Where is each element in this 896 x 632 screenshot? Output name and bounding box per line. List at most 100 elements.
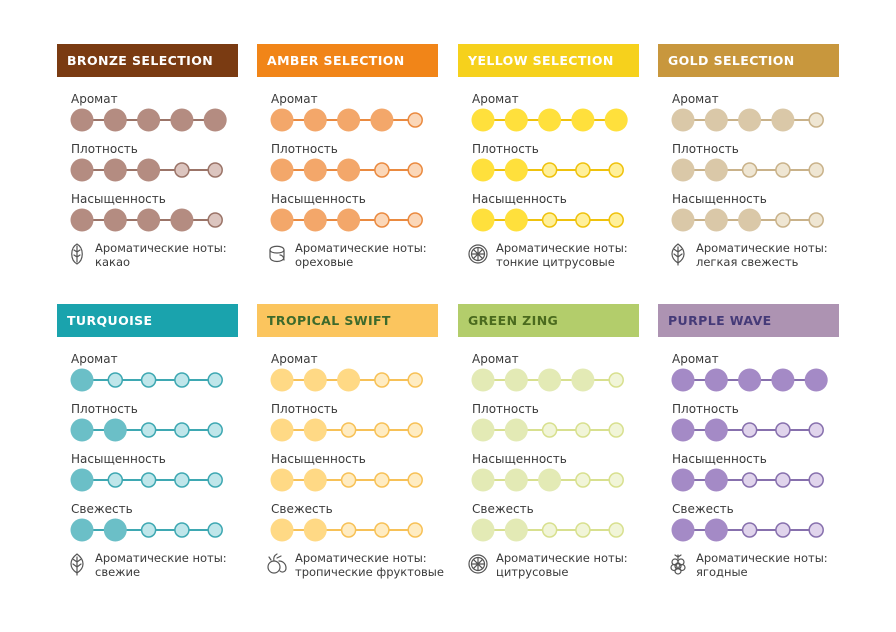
- metric-label: Аромат: [271, 92, 318, 106]
- aroma-notes-text: Ароматические ноты: тонкие цитрусовые: [496, 241, 628, 269]
- aroma-notes-value: ореховые: [295, 254, 354, 269]
- level-dot-filled: [337, 108, 361, 132]
- metric-label: Плотность: [271, 402, 338, 416]
- level-dot-empty: [775, 522, 791, 538]
- level-dot-filled: [538, 108, 562, 132]
- level-scale: [70, 108, 227, 132]
- level-dot-empty: [775, 472, 791, 488]
- level-dot-filled: [303, 108, 327, 132]
- metric-aroma: Аромат: [658, 92, 839, 142]
- metric-label: Свежесть: [672, 502, 734, 516]
- level-dot-empty: [808, 112, 824, 128]
- level-dot-empty: [608, 422, 624, 438]
- level-dot-filled: [170, 108, 194, 132]
- level-dot-empty: [575, 212, 591, 228]
- aroma-notes-label: Ароматические ноты:: [95, 551, 227, 565]
- level-dot-empty: [407, 162, 423, 178]
- level-dot-filled: [571, 368, 595, 392]
- metric-aroma: Аромат: [658, 352, 839, 402]
- level-dot-filled: [471, 418, 495, 442]
- level-dot-filled: [270, 368, 294, 392]
- metric-label: Плотность: [71, 142, 138, 156]
- level-dot-empty: [374, 162, 390, 178]
- card-title: AMBER SELECTION: [257, 44, 438, 77]
- metric-label: Плотность: [71, 402, 138, 416]
- metric-label: Свежесть: [71, 502, 133, 516]
- level-dot-filled: [270, 158, 294, 182]
- level-scale: [671, 518, 824, 542]
- aroma-notes-label: Ароматические ноты:: [295, 551, 427, 565]
- level-dot-empty: [207, 162, 223, 178]
- metric-label: Насыщенность: [271, 452, 366, 466]
- level-dot-filled: [70, 418, 94, 442]
- leaf-icon: [671, 243, 685, 266]
- level-dot-filled: [103, 418, 127, 442]
- metric-intensity: Насыщенность: [57, 192, 238, 242]
- level-dot-filled: [303, 368, 327, 392]
- level-dot-filled: [571, 108, 595, 132]
- aroma-notes-label: Ароматические ноты:: [295, 241, 427, 255]
- level-dot-empty: [174, 162, 190, 178]
- level-dot-empty: [575, 422, 591, 438]
- aroma-notes-text: Ароматические ноты: свежие: [95, 551, 227, 579]
- level-dot-filled: [303, 418, 327, 442]
- level-dot-filled: [704, 158, 728, 182]
- aroma-notes: Ароматические ноты: ягодные: [658, 551, 839, 588]
- level-dot-filled: [270, 418, 294, 442]
- level-dot-filled: [504, 108, 528, 132]
- level-dot-filled: [103, 108, 127, 132]
- metric-aroma: Аромат: [257, 352, 438, 402]
- aroma-notes-value: тропические фруктовые: [295, 564, 444, 579]
- level-dot-filled: [504, 518, 528, 542]
- level-dot-empty: [340, 422, 357, 438]
- level-dot-filled: [704, 468, 728, 492]
- level-dot-empty: [374, 372, 390, 388]
- level-dot-empty: [140, 372, 157, 388]
- level-dot-filled: [471, 108, 495, 132]
- metric-freshness: Свежесть: [57, 502, 238, 552]
- metric-freshness: Свежесть: [658, 502, 839, 552]
- metric-label: Аромат: [472, 352, 519, 366]
- metric-label: Плотность: [472, 402, 539, 416]
- card-title: YELLOW SELECTION: [458, 44, 639, 77]
- level-scale: [671, 368, 828, 392]
- level-dot-empty: [107, 372, 124, 388]
- level-dot-filled: [504, 208, 528, 232]
- level-dot-filled: [471, 468, 495, 492]
- metric-label: Насыщенность: [472, 452, 567, 466]
- leaf-icon: [70, 553, 84, 576]
- level-dot-filled: [804, 368, 828, 392]
- level-scale: [471, 368, 624, 392]
- aroma-notes: Ароматические ноты: ореховые: [257, 241, 438, 278]
- level-dot-filled: [504, 158, 528, 182]
- level-dot-empty: [808, 162, 824, 178]
- level-dot-filled: [671, 418, 695, 442]
- card-title: PURPLE WAVE: [658, 304, 839, 337]
- level-scale: [671, 158, 824, 182]
- aroma-notes: Ароматические ноты: цитрусовые: [458, 551, 639, 588]
- aroma-notes: Ароматические ноты: тонкие цитрусовые: [458, 241, 639, 278]
- level-dot-empty: [575, 162, 591, 178]
- level-dot-filled: [671, 368, 695, 392]
- level-scale: [471, 418, 624, 442]
- level-dot-filled: [370, 108, 394, 132]
- aroma-notes-text: Ароматические ноты: какао: [95, 241, 227, 269]
- metric-label: Насыщенность: [672, 452, 767, 466]
- level-dot-filled: [270, 518, 294, 542]
- metric-intensity: Насыщенность: [458, 192, 639, 242]
- level-scale: [70, 418, 223, 442]
- citrus-slice-icon: [468, 244, 488, 264]
- level-dot-empty: [741, 162, 758, 178]
- metric-aroma: Аромат: [57, 92, 238, 142]
- level-scale: [471, 518, 624, 542]
- level-dot-empty: [541, 422, 558, 438]
- level-dot-empty: [407, 212, 423, 228]
- level-scale: [270, 208, 423, 232]
- flavor-card: GOLD SELECTION Аромат Плотность Насыщенност…: [658, 44, 839, 278]
- level-scale: [70, 368, 223, 392]
- metric-label: Аромат: [71, 352, 118, 366]
- level-dot-empty: [741, 472, 758, 488]
- level-dot-filled: [738, 208, 762, 232]
- flavor-card: GREEN ZING Аромат Плотность Насыщенность Све…: [458, 304, 639, 588]
- level-dot-filled: [170, 208, 194, 232]
